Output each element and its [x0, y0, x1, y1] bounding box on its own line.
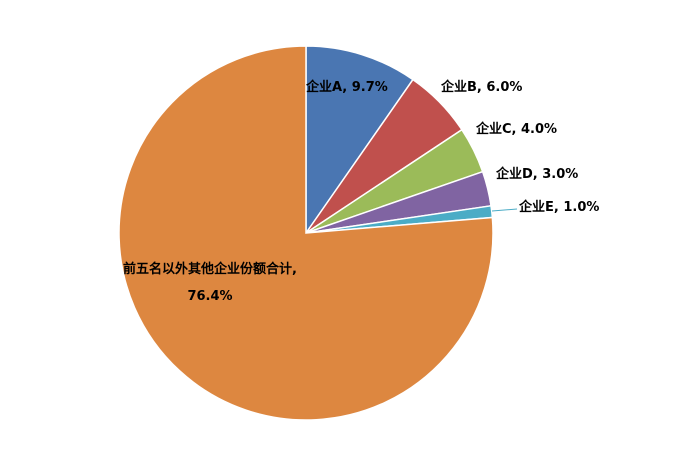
- data-label: 企业C, 4.0%: [476, 122, 558, 137]
- pie-slice: [305, 45, 414, 236]
- data-label: 前五名以外其他企业份额合计, 76.4%: [123, 262, 297, 304]
- leader-line: [491, 208, 518, 212]
- data-label: 企业B, 6.0%: [441, 80, 523, 95]
- data-label: 企业E, 1.0%: [519, 200, 600, 215]
- pie-slice: [118, 45, 494, 421]
- data-label: 企业A, 9.7%: [306, 80, 388, 95]
- data-label: 企业D, 3.0%: [496, 167, 579, 182]
